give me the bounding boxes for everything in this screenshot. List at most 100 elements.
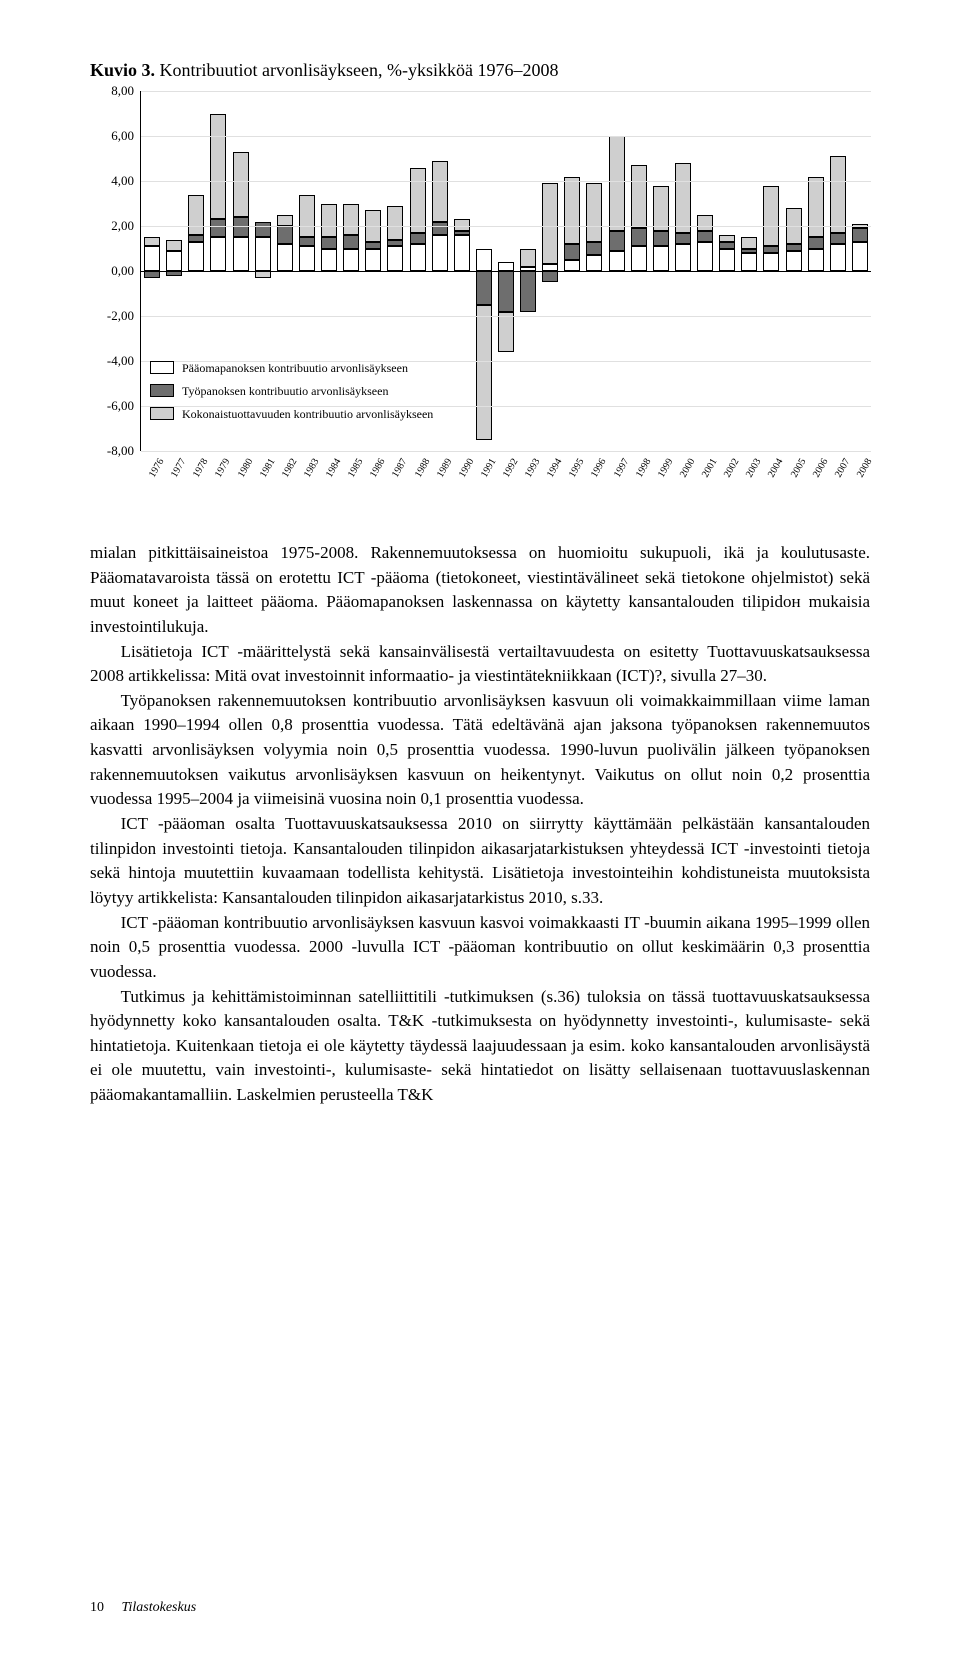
bar-segment-kokonais bbox=[188, 195, 204, 236]
bar-segment-paaoma bbox=[719, 249, 735, 272]
chart-title-rest: Kontribuutiot arvonlisäykseen, %-yksikkö… bbox=[155, 60, 558, 80]
x-tick-label: 1989 bbox=[435, 457, 455, 480]
x-tick-label: 2002 bbox=[722, 457, 742, 480]
x-tick-label: 1992 bbox=[501, 457, 521, 480]
grid-line bbox=[141, 316, 871, 317]
x-tick-label: 1995 bbox=[567, 457, 587, 480]
bar-segment-tyo bbox=[786, 244, 802, 251]
bar-segment-tyo bbox=[675, 233, 691, 244]
bar-segment-kokonais bbox=[542, 183, 558, 264]
bar-segment-tyo bbox=[387, 240, 403, 247]
bar-segment-kokonais bbox=[476, 305, 492, 440]
bar-segment-paaoma bbox=[188, 242, 204, 271]
bar-segment-paaoma bbox=[277, 244, 293, 271]
bar-segment-kokonais bbox=[498, 312, 514, 353]
chart-title-bold: Kuvio 3. bbox=[90, 60, 155, 80]
x-tick-label: 2007 bbox=[833, 457, 853, 480]
bar-segment-paaoma bbox=[410, 244, 426, 271]
bar-segment-paaoma bbox=[498, 262, 514, 271]
x-tick-label: 2004 bbox=[766, 457, 786, 480]
bar-segment-tyo bbox=[255, 222, 271, 238]
bar-segment-tyo bbox=[697, 231, 713, 242]
bar-segment-kokonais bbox=[233, 152, 249, 217]
bar-segment-tyo bbox=[454, 231, 470, 236]
bar-segment-paaoma bbox=[476, 249, 492, 272]
legend-label-kokonais: Kokonaistuottavuuden kontribuutio arvonl… bbox=[182, 408, 433, 420]
bar-segment-kokonais bbox=[321, 204, 337, 238]
bar-segment-kokonais bbox=[586, 183, 602, 242]
x-tick-label: 2001 bbox=[700, 457, 720, 480]
bar-segment-paaoma bbox=[432, 235, 448, 271]
y-tick-label: 2,00 bbox=[111, 218, 134, 234]
bar-segment-paaoma bbox=[542, 264, 558, 271]
bar-segment-kokonais bbox=[830, 156, 846, 233]
bar-segment-paaoma bbox=[675, 244, 691, 271]
zero-line bbox=[141, 271, 871, 272]
bar-segment-kokonais bbox=[719, 235, 735, 242]
bar-segment-paaoma bbox=[365, 249, 381, 272]
bar-segment-kokonais bbox=[631, 165, 647, 228]
legend: Pääomapanoksen kontribuutio arvonlisäyks… bbox=[150, 361, 433, 430]
body-text: mialan pitkittäisaineistoa 1975-2008. Ra… bbox=[90, 541, 870, 1108]
grid-line bbox=[141, 451, 871, 452]
legend-row-paaoma: Pääomapanoksen kontribuutio arvonlisäyks… bbox=[150, 361, 433, 374]
y-tick-label: 0,00 bbox=[111, 263, 134, 279]
bar-segment-tyo bbox=[586, 242, 602, 256]
bar-segment-paaoma bbox=[233, 237, 249, 271]
bar-segment-paaoma bbox=[255, 237, 271, 271]
bar-segment-kokonais bbox=[697, 215, 713, 231]
x-tick-label: 1990 bbox=[457, 457, 477, 480]
x-tick-label: 2005 bbox=[789, 457, 809, 480]
bar-segment-kokonais bbox=[255, 271, 271, 278]
bar-segment-tyo bbox=[233, 217, 249, 237]
y-tick-label: 4,00 bbox=[111, 173, 134, 189]
bar-segment-kokonais bbox=[808, 177, 824, 238]
bar-segment-paaoma bbox=[343, 249, 359, 272]
grid-line bbox=[141, 91, 871, 92]
bar-segment-tyo bbox=[144, 271, 160, 278]
bar-segment-tyo bbox=[476, 271, 492, 305]
bar-segment-tyo bbox=[852, 228, 868, 242]
bar-segment-tyo bbox=[808, 237, 824, 248]
bar-segment-kokonais bbox=[609, 136, 625, 231]
x-tick-label: 1979 bbox=[213, 457, 233, 480]
bar-segment-kokonais bbox=[763, 186, 779, 247]
x-tick-label: 1985 bbox=[346, 457, 366, 480]
chart: 8,006,004,002,000,00-2,00-4,00-6,00-8,00… bbox=[90, 91, 870, 511]
bar-segment-kokonais bbox=[454, 219, 470, 230]
y-tick-label: 8,00 bbox=[111, 83, 134, 99]
bar-segment-kokonais bbox=[653, 186, 669, 231]
x-tick-label: 1996 bbox=[589, 457, 609, 480]
grid-line bbox=[141, 226, 871, 227]
bar-segment-tyo bbox=[432, 222, 448, 236]
bar-segment-paaoma bbox=[763, 253, 779, 271]
bar-segment-tyo bbox=[498, 271, 514, 312]
bar-segment-tyo bbox=[830, 233, 846, 244]
page-number: 10 bbox=[90, 1600, 104, 1615]
legend-label-paaoma: Pääomapanoksen kontribuutio arvonlisäyks… bbox=[182, 362, 408, 374]
x-tick-label: 2008 bbox=[855, 457, 875, 480]
bar-segment-tyo bbox=[299, 237, 315, 246]
x-tick-label: 1994 bbox=[545, 457, 565, 480]
bar-segment-kokonais bbox=[564, 177, 580, 245]
bar-segment-tyo bbox=[653, 231, 669, 247]
bar-segment-paaoma bbox=[299, 246, 315, 271]
bar-segment-kokonais bbox=[299, 195, 315, 238]
paragraph-3: Työpanoksen rakennemuutoksen kontribuuti… bbox=[90, 689, 870, 812]
x-tick-label: 1999 bbox=[656, 457, 676, 480]
bar-segment-tyo bbox=[520, 271, 536, 312]
y-tick-label: -4,00 bbox=[107, 353, 134, 369]
x-tick-label: 1977 bbox=[169, 457, 189, 480]
bar-segment-kokonais bbox=[410, 168, 426, 233]
y-axis: 8,006,004,002,000,00-2,00-4,00-6,00-8,00 bbox=[90, 91, 140, 451]
x-tick-label: 1986 bbox=[368, 457, 388, 480]
bar-segment-paaoma bbox=[321, 249, 337, 272]
footer: 10 Tilastokeskus bbox=[90, 1600, 196, 1616]
bar-segment-paaoma bbox=[609, 251, 625, 271]
bar-segment-kokonais bbox=[277, 215, 293, 226]
legend-swatch-kokonais bbox=[150, 407, 174, 420]
bar-segment-kokonais bbox=[675, 163, 691, 233]
paragraph-5: ICT -pääoman kontribuutio arvonlisäyksen… bbox=[90, 911, 870, 985]
x-tick-label: 2006 bbox=[811, 457, 831, 480]
paragraph-2: Lisätietoja ICT -määrittelystä sekä kans… bbox=[90, 640, 870, 689]
